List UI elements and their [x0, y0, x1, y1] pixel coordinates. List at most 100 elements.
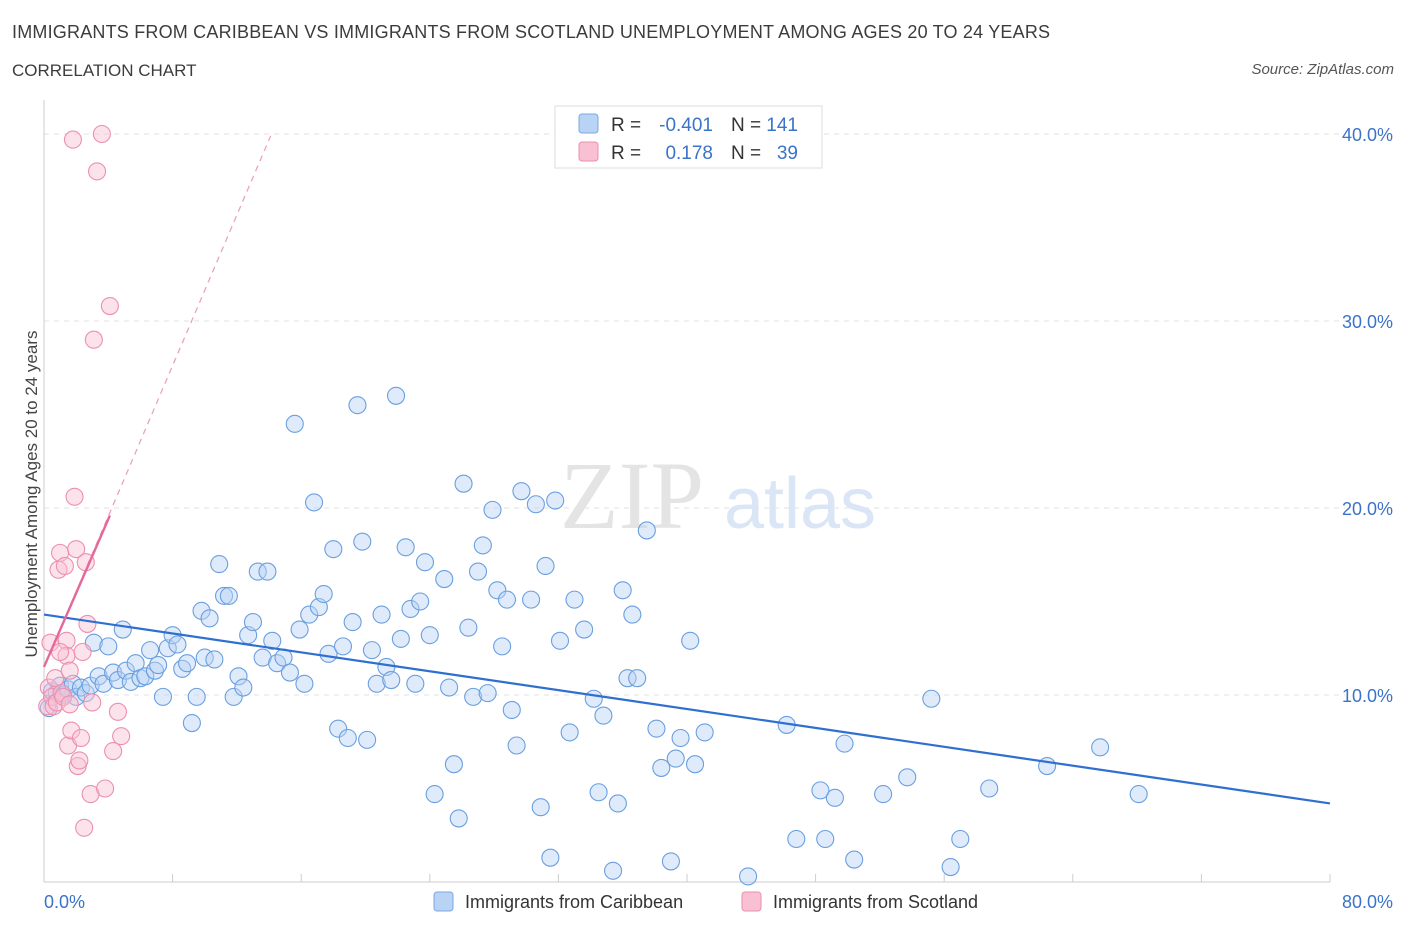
point-scotland-27: [78, 614, 97, 633]
point-caribbean-124: [671, 728, 690, 748]
point-caribbean-118: [628, 669, 647, 688]
legend-n-label-1: N =: [731, 115, 761, 136]
x-tick-labels: 0.0% 80.0%: [44, 892, 1393, 912]
point-caribbean-54: [290, 620, 309, 639]
point-caribbean-133: [825, 788, 844, 807]
point-caribbean-91: [473, 536, 492, 555]
legend: R = -0.401 N = 141 R = 0.178 N = 39: [554, 105, 823, 169]
point-scotland-5: [46, 669, 65, 688]
point-caribbean-74: [386, 386, 406, 405]
trend-lines: [42, 135, 1331, 805]
point-caribbean-63: [333, 637, 353, 656]
point-caribbean-139: [941, 857, 960, 877]
point-caribbean-108: [565, 590, 584, 609]
legend-n-value-1: 141: [766, 115, 798, 136]
point-caribbean-112: [594, 706, 613, 725]
bottom-legend-swatch-caribbean: [433, 891, 454, 912]
point-scotland-16: [60, 695, 79, 714]
point-caribbean-122: [661, 852, 680, 871]
point-scotland-25: [75, 818, 94, 837]
point-caribbean-86: [449, 809, 468, 828]
point-caribbean-31: [178, 654, 197, 673]
point-caribbean-140: [951, 829, 970, 849]
point-caribbean-144: [1129, 785, 1148, 804]
point-caribbean-69: [362, 641, 381, 660]
point-caribbean-87: [454, 474, 473, 493]
point-caribbean-123: [666, 749, 685, 768]
point-caribbean-49: [263, 631, 282, 650]
legend-r-label-2: R =: [611, 143, 641, 164]
point-caribbean-18: [116, 661, 136, 680]
point-caribbean-25: [149, 656, 168, 675]
point-caribbean-53: [285, 414, 304, 433]
point-caribbean-96: [497, 590, 517, 609]
point-caribbean-70: [367, 674, 386, 693]
point-caribbean-42: [229, 667, 248, 686]
point-scotland-12: [57, 631, 76, 650]
point-caribbean-120: [647, 719, 666, 738]
point-scotland-10: [54, 687, 73, 706]
legend-r-value-2: 0.178: [665, 143, 713, 164]
point-caribbean-117: [623, 605, 642, 624]
legend-box: [554, 105, 823, 169]
point-caribbean-134: [835, 734, 854, 753]
point-scotland-31: [87, 162, 107, 181]
point-caribbean-80: [415, 553, 435, 572]
trend-line-scotland: [42, 515, 112, 668]
point-caribbean-62: [329, 719, 348, 738]
point-caribbean-135: [845, 850, 864, 869]
point-scotland-32: [92, 124, 111, 144]
point-caribbean-75: [391, 629, 410, 648]
point-scotland-18: [63, 130, 82, 149]
point-caribbean-23: [141, 641, 160, 660]
point-caribbean-104: [541, 848, 560, 867]
point-caribbean-81: [420, 626, 439, 645]
point-caribbean-109: [575, 620, 594, 639]
watermark-atlas: atlas: [724, 464, 876, 544]
point-caribbean-92: [478, 684, 497, 703]
point-caribbean-40: [219, 586, 238, 605]
point-caribbean-52: [280, 663, 299, 682]
y-tick-label-1: 20.0%: [1342, 499, 1393, 519]
point-caribbean-57: [305, 493, 324, 512]
point-scotland-33: [96, 779, 115, 798]
point-caribbean-61: [324, 540, 343, 559]
point-caribbean-48: [258, 562, 277, 581]
point-caribbean-83: [435, 570, 454, 589]
point-caribbean-39: [214, 586, 234, 605]
point-scotland-17: [62, 721, 81, 740]
point-caribbean-22: [136, 667, 155, 686]
point-scotland-36: [108, 702, 127, 721]
point-caribbean-125: [681, 631, 700, 650]
point-caribbean-138: [922, 689, 941, 708]
y-tick-label-3: 40.0%: [1342, 125, 1393, 145]
point-caribbean-103: [536, 556, 555, 576]
point-scotland-19: [65, 487, 84, 506]
point-scotland-23: [71, 728, 91, 748]
legend-n-value-2: 39: [777, 143, 798, 164]
x-tick-label-1: 80.0%: [1342, 892, 1393, 912]
point-caribbean-55: [295, 674, 314, 693]
point-caribbean-132: [816, 829, 835, 849]
point-caribbean-90: [468, 562, 488, 581]
point-scotland-11: [55, 556, 74, 576]
watermark-zip: ZIP: [560, 442, 704, 549]
point-caribbean-71: [372, 605, 391, 624]
gridlines: [44, 133, 1345, 696]
point-caribbean-67: [353, 532, 372, 551]
legend-n-label-2: N =: [731, 143, 761, 164]
point-caribbean-46: [248, 562, 267, 581]
y-tick-labels: 10.0% 20.0% 30.0% 40.0%: [1342, 125, 1393, 706]
point-caribbean-73: [382, 670, 401, 690]
point-scotland-34: [100, 296, 119, 316]
point-caribbean-32: [182, 713, 201, 733]
point-caribbean-127: [695, 723, 714, 742]
point-caribbean-17: [113, 620, 132, 639]
point-caribbean-98: [507, 736, 526, 755]
trend-line-scotland-extension: [43, 135, 272, 668]
point-caribbean-79: [411, 592, 430, 611]
point-caribbean-43: [234, 678, 253, 697]
point-caribbean-33: [187, 687, 206, 706]
point-caribbean-111: [589, 783, 608, 802]
